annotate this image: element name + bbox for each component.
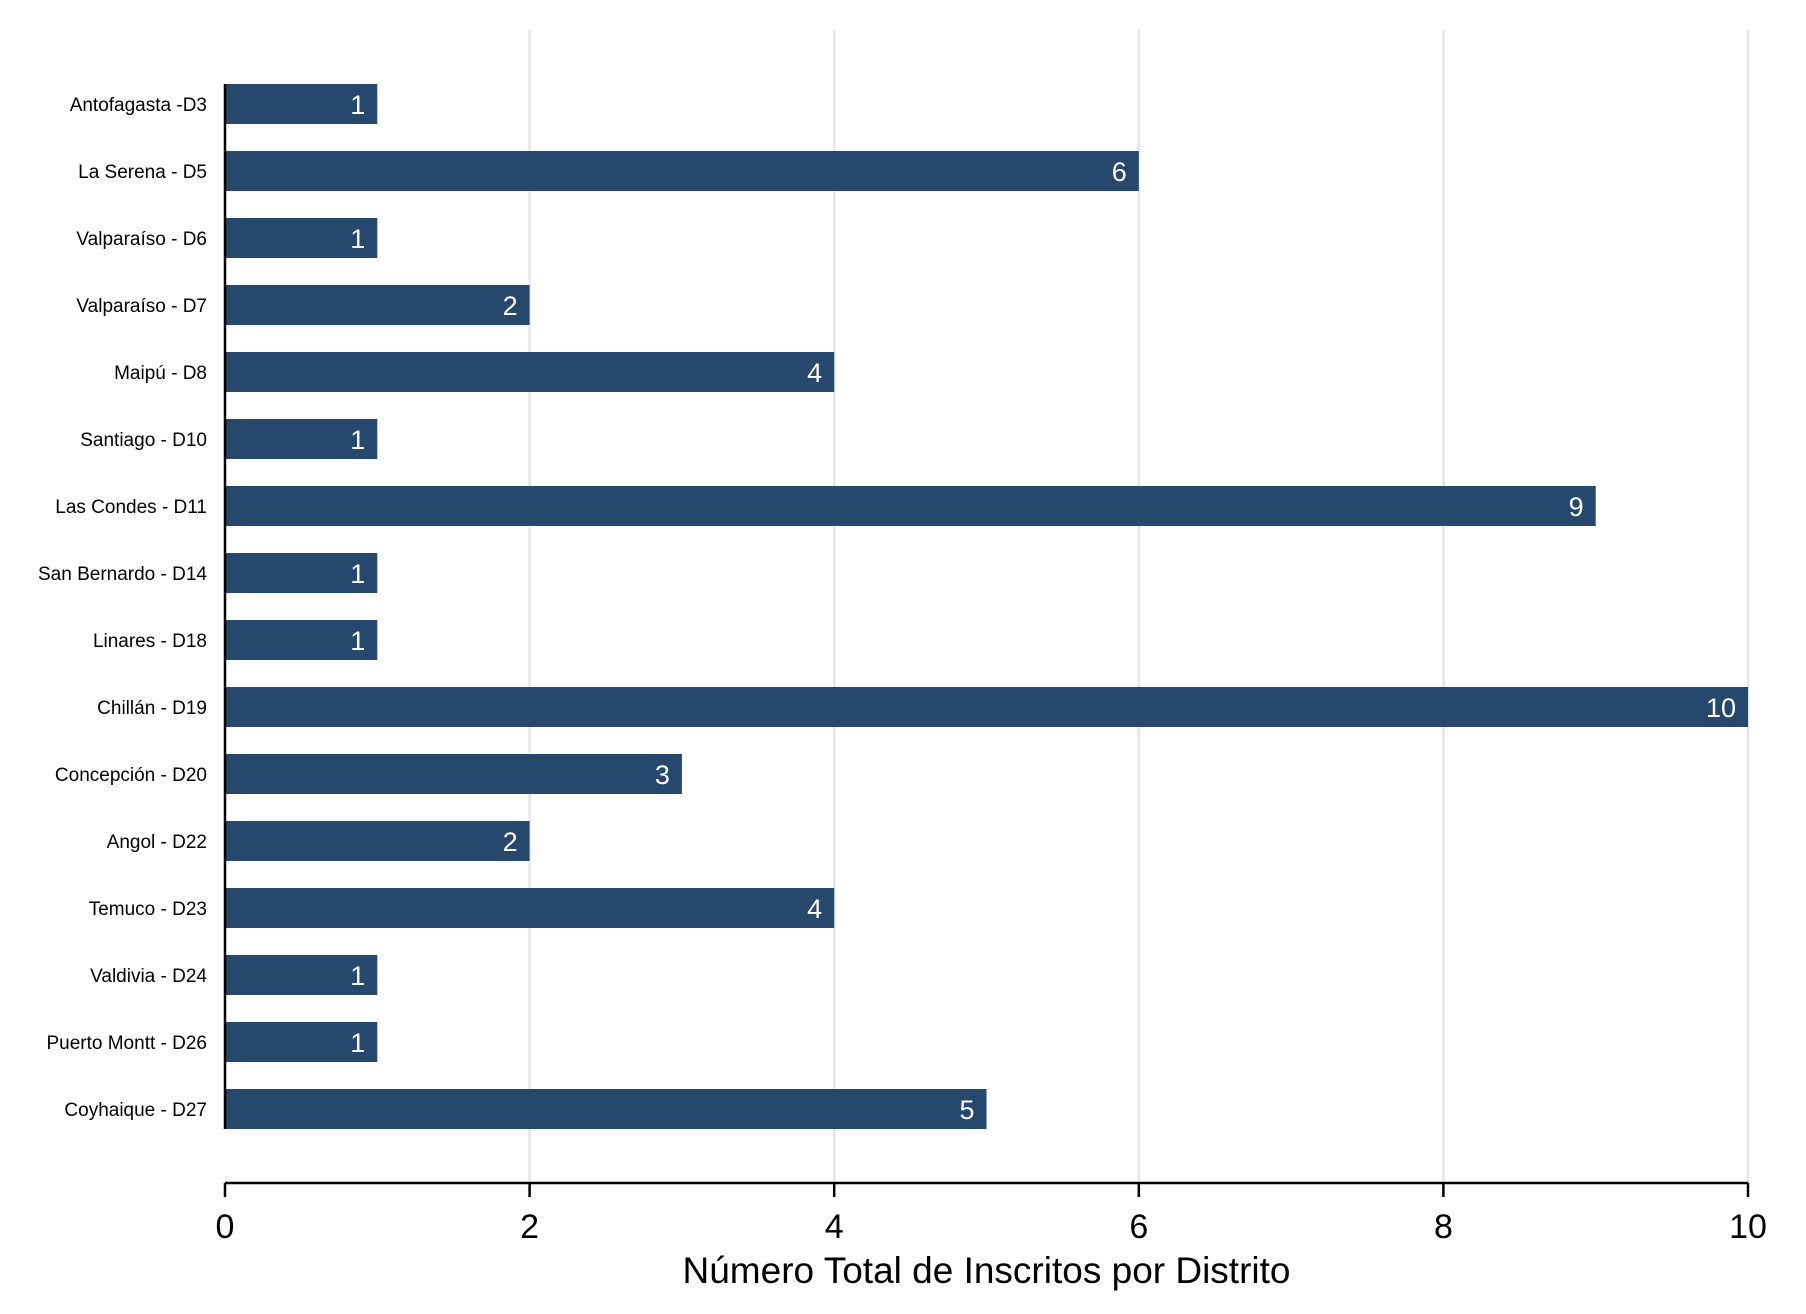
axes [223, 84, 1750, 1197]
data-label: 9 [1569, 492, 1584, 522]
category-labels: Antofagasta -D3 La Serena - D5 Valparaíso … [38, 95, 207, 1121]
data-label: 1 [350, 559, 365, 589]
category-label: Valparaíso - D7 [76, 296, 207, 317]
bar [225, 1089, 987, 1129]
bar [225, 218, 378, 258]
bar [225, 285, 530, 325]
category-label: Las Condes - D11 [55, 497, 207, 518]
bar [225, 888, 835, 928]
bar [225, 1022, 378, 1062]
bar [225, 151, 1139, 191]
x-tick-label: 0 [216, 1208, 235, 1246]
x-tick-label: 4 [825, 1208, 844, 1246]
category-label: Antofagasta -D3 [70, 95, 207, 116]
data-label: 1 [350, 961, 365, 991]
category-label: Coyhaique - D27 [64, 1100, 207, 1121]
bar [225, 620, 378, 660]
category-label: La Serena - D5 [78, 162, 207, 183]
x-tick-label: 2 [520, 1208, 539, 1246]
data-label: 2 [503, 291, 518, 321]
x-tick-label: 10 [1729, 1208, 1767, 1246]
category-label: Concepción - D20 [55, 765, 207, 786]
bar [225, 352, 835, 392]
bar [225, 821, 530, 861]
bar [225, 419, 378, 459]
data-label: 1 [350, 425, 365, 455]
data-label: 6 [1112, 157, 1127, 187]
bars: 1 6 1 2 4 1 9 1 1 10 3 2 4 1 1 5 [225, 84, 1748, 1129]
bar [225, 754, 682, 794]
category-label: San Bernardo - D14 [38, 564, 207, 585]
bar [225, 486, 1596, 526]
data-label: 2 [503, 827, 518, 857]
data-label: 4 [807, 358, 822, 388]
bar [225, 84, 378, 124]
bar [225, 553, 378, 593]
data-label: 1 [350, 224, 365, 254]
gridlines [528, 30, 1750, 1183]
x-axis-title: Número Total de Inscritos por Distrito [683, 1250, 1291, 1291]
category-label: Chillán - D19 [97, 698, 207, 719]
category-label: Puerto Montt - D26 [46, 1033, 207, 1054]
data-label: 1 [350, 1028, 365, 1058]
data-label: 3 [655, 760, 670, 790]
category-label: Linares - D18 [93, 631, 207, 652]
x-tick-label: 8 [1434, 1208, 1453, 1246]
data-label: 1 [350, 90, 365, 120]
x-tick-label: 6 [1129, 1208, 1148, 1246]
data-label: 5 [959, 1095, 974, 1125]
data-label: 4 [807, 894, 822, 924]
data-label: 10 [1706, 693, 1736, 723]
bar [225, 955, 378, 995]
category-label: Valparaíso - D6 [76, 229, 207, 250]
category-label: Maipú - D8 [114, 363, 207, 384]
data-label: 1 [350, 626, 365, 656]
category-label: Santiago - D10 [80, 430, 207, 451]
bar [225, 687, 1748, 727]
category-label: Temuco - D23 [89, 899, 207, 920]
category-label: Valdivia - D24 [90, 966, 207, 987]
x-tick-labels: 0 2 4 6 8 10 [216, 1208, 1767, 1246]
category-label: Angol - D22 [107, 832, 207, 853]
